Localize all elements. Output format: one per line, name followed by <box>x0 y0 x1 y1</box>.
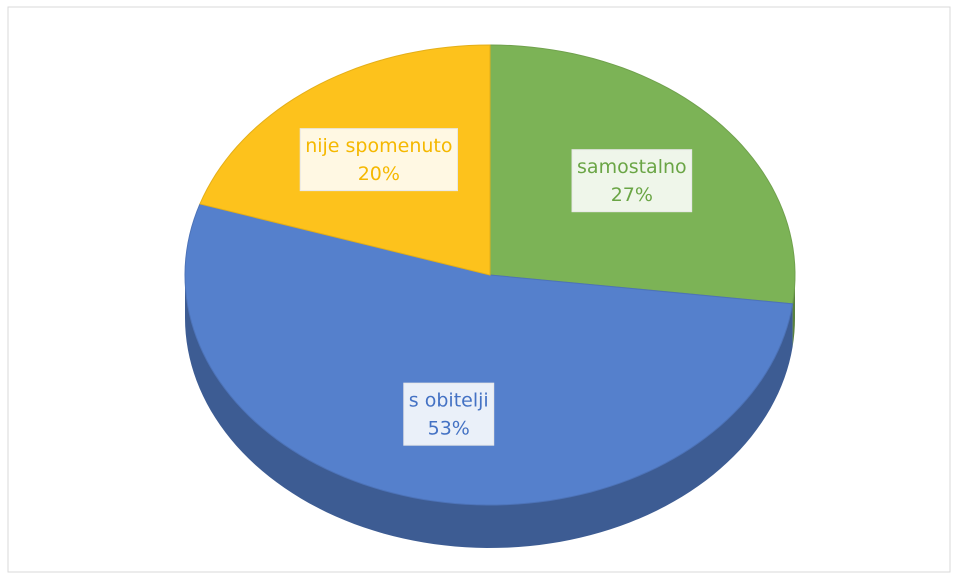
pie-slice <box>184 203 794 506</box>
data-label-box <box>299 128 458 192</box>
data-label-category: s obitelji <box>409 390 489 412</box>
data-label-value: 20% <box>358 163 400 185</box>
pie-side <box>185 275 793 548</box>
data-label-category: nije spomenuto <box>305 135 452 157</box>
data-label-box <box>571 149 693 213</box>
data-label-value: 27% <box>611 184 653 206</box>
data-label: s obitelji 53% <box>403 382 495 446</box>
data-label-value: 53% <box>428 418 470 440</box>
data-label: nije spomenuto 20% <box>299 128 458 192</box>
data-label-box <box>403 382 495 446</box>
data-label-category: samostalno <box>577 156 687 178</box>
data-label: samostalno 27% <box>571 149 693 213</box>
